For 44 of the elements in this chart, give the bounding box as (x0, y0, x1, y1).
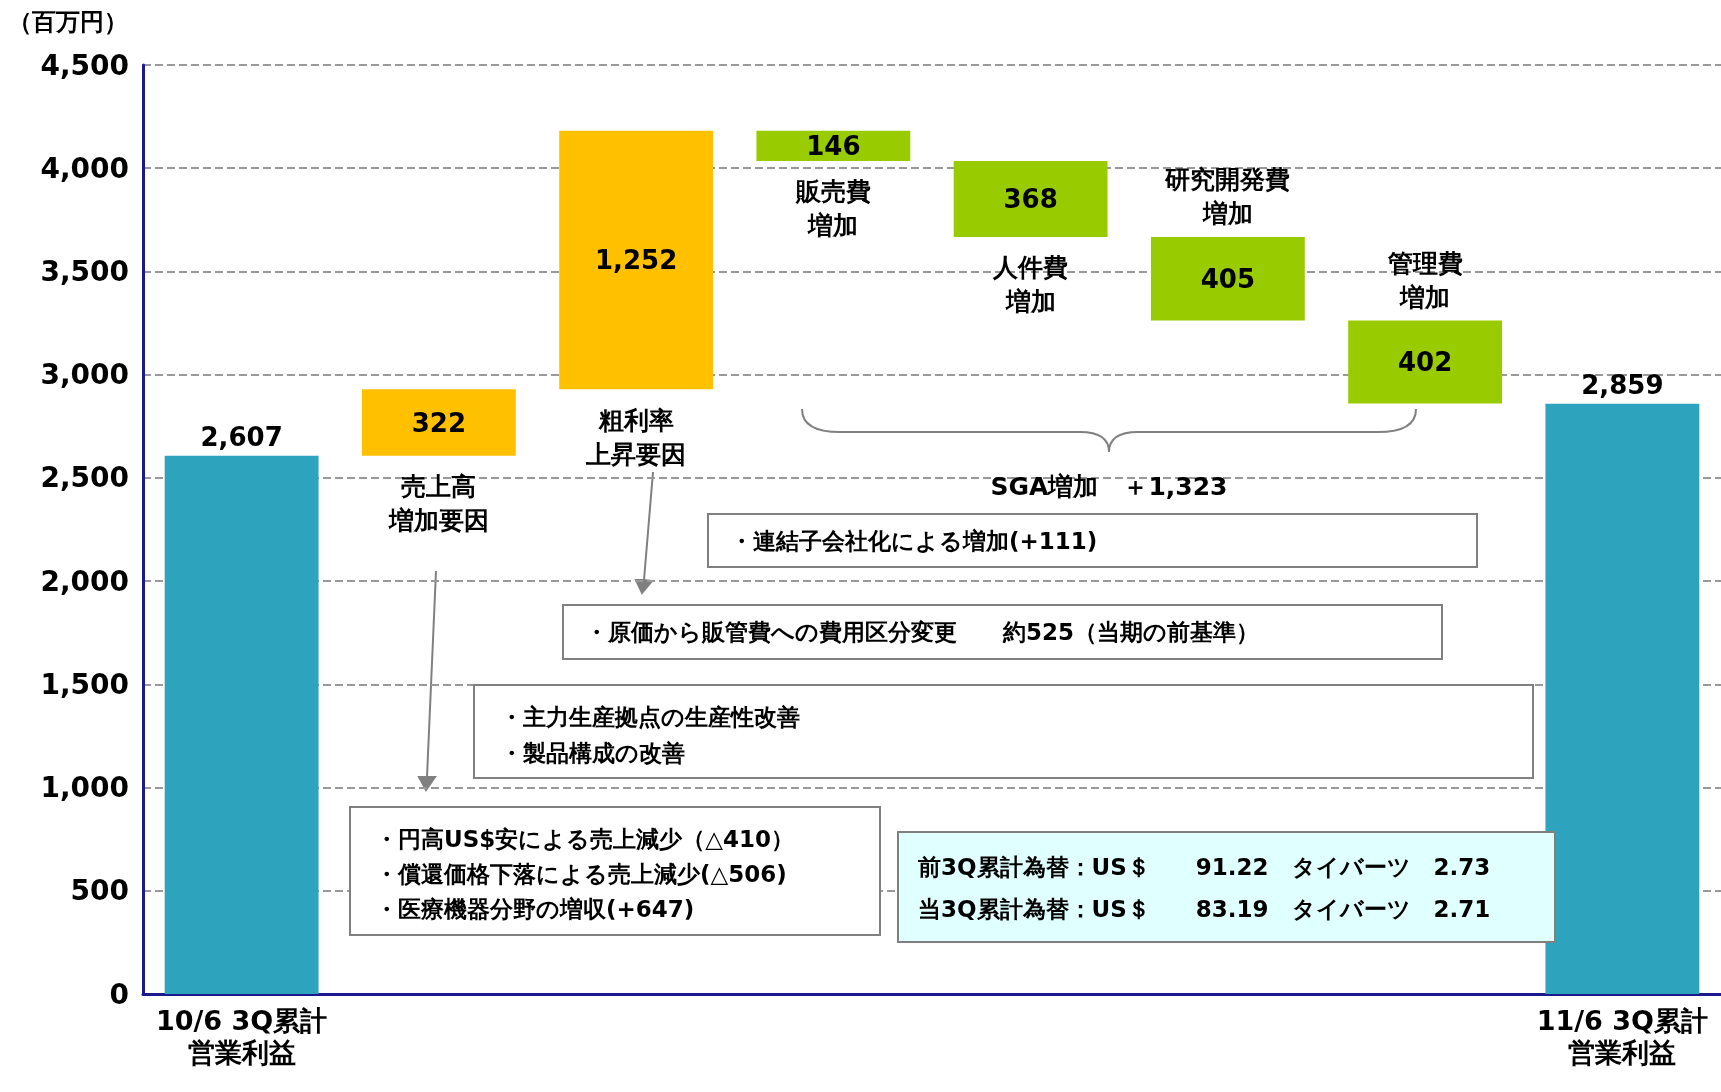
bar (1348, 320, 1503, 404)
annotation: ・製品構成の改善 (500, 740, 685, 766)
y-tick-label: 2,500 (40, 461, 129, 495)
annotation: ・医療機器分野の増収(+647) (375, 896, 695, 922)
bar (953, 161, 1108, 237)
y-tick-label: 4,000 (40, 151, 129, 185)
x-tick-label: 人件費増加 (992, 253, 1069, 317)
annotation: ・円高US$安による売上減少（△410） (375, 826, 794, 852)
x-tick-label: 販売費増加 (794, 177, 871, 241)
x-tick-label: 10/6 3Q累計営業利益 (155, 1004, 328, 1068)
annotation: ・償還価格下落による売上減少(△506) (375, 861, 787, 887)
x-tick-label: 管理費増加 (1386, 249, 1463, 313)
bar (361, 389, 516, 456)
x-tick-label: 11/6 3Q累計営業利益 (1536, 1004, 1709, 1068)
data-label: 2,859 (1581, 369, 1664, 400)
data-label: 402 (1397, 347, 1453, 378)
y-tick-label: 4,500 (40, 48, 129, 82)
data-label: 2,607 (200, 421, 283, 452)
annotation: ・連結子会社化による増加(+111) (730, 528, 1098, 554)
bar (559, 130, 714, 390)
y-tick-label: 500 (70, 874, 129, 908)
annotation: 前3Q累計為替：US＄ 91.22 タイバーツ 2.73 (917, 854, 1491, 880)
annotation: ・原価から販管費への費用区分変更 約525（当期の前基準） (585, 619, 1260, 645)
y-tick-label: 3,500 (40, 254, 129, 288)
annotation: ・主力生産拠点の生産性改善 (500, 704, 800, 730)
data-label: 322 (411, 407, 467, 438)
data-label: 405 (1200, 263, 1256, 294)
data-label: 146 (806, 130, 861, 161)
x-tick-label: 粗利率上昇要因 (585, 405, 687, 469)
bar (1545, 403, 1700, 994)
data-label: 1,252 (595, 245, 678, 276)
y-tick-label: 2,000 (40, 564, 129, 598)
annotation: SGA増加 ＋1,323 (990, 471, 1228, 501)
annotation: 当3Q累計為替：US＄ 83.19 タイバーツ 2.71 (918, 896, 1491, 922)
bar (164, 455, 319, 994)
y-tick-label: 0 (109, 977, 129, 1011)
bar (1150, 236, 1305, 321)
y-tick-label: 3,000 (40, 358, 129, 392)
y-tick-label: 1,500 (40, 667, 129, 701)
y-axis-title: （百万円） (8, 8, 128, 36)
y-tick-label: 1,000 (40, 771, 129, 805)
data-label: 368 (1003, 183, 1058, 214)
x-tick-label: 研究開発費増加 (1164, 165, 1291, 229)
x-tick-label: 売上高増加要因 (387, 472, 489, 536)
